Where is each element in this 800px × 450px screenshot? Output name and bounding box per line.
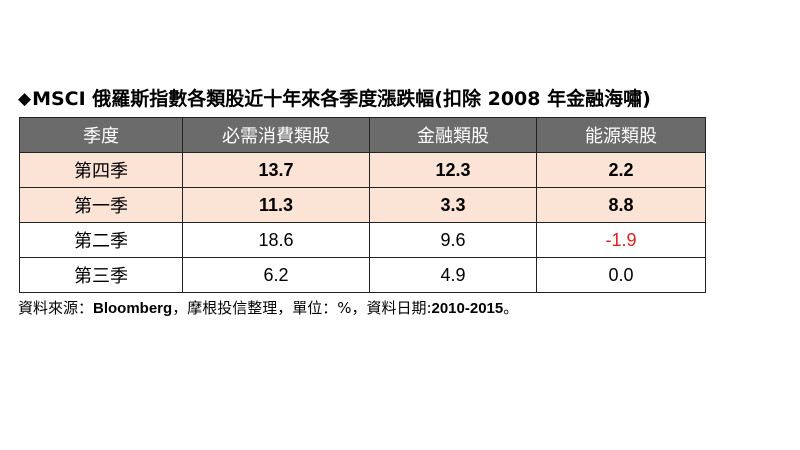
header-consumer-staples: 必需消費類股 (182, 117, 370, 153)
cell-energy: 8.8 (536, 187, 706, 223)
table-title: ◆ MSCI 俄羅斯指數各類股近十年來各季度漲跌幅(扣除 2008 年金融海嘯) (18, 86, 788, 112)
returns-table: 季度 必需消費類股 金融類股 能源類股 第四季 13.7 12.3 2.2 第一… (19, 117, 706, 293)
header-financials: 金融類股 (369, 117, 537, 153)
cell-financials: 3.3 (369, 187, 537, 223)
cell-consumer-staples: 6.2 (182, 257, 370, 293)
row-label: 第三季 (19, 257, 183, 293)
header-energy: 能源類股 (536, 117, 706, 153)
cell-consumer-staples: 13.7 (182, 152, 370, 188)
cell-financials: 4.9 (369, 257, 537, 293)
table-row-q2: 第二季 18.6 9.6 -1.9 (19, 222, 706, 258)
row-label: 第二季 (19, 222, 183, 258)
source-suffix: 。 (503, 299, 519, 317)
cell-financials: 12.3 (369, 152, 537, 188)
diamond-bullet-icon: ◆ (18, 89, 32, 109)
table-title-text: MSCI 俄羅斯指數各類股近十年來各季度漲跌幅(扣除 2008 年金融海嘯) (32, 88, 651, 110)
cell-consumer-staples: 18.6 (182, 222, 370, 258)
source-provider: Bloomberg (93, 300, 173, 317)
table-row-q3: 第三季 6.2 4.9 0.0 (19, 257, 706, 293)
table-row-q1: 第一季 11.3 3.3 8.8 (19, 187, 706, 223)
cell-consumer-staples: 11.3 (182, 187, 370, 223)
source-middle: ，摩根投信整理，單位：%，資料日期: (172, 299, 432, 317)
source-prefix: 資料來源： (18, 299, 94, 317)
source-note: 資料來源：Bloomberg，摩根投信整理，單位：%，資料日期:2010-201… (18, 298, 788, 319)
cell-financials: 9.6 (369, 222, 537, 258)
header-quarter: 季度 (19, 117, 183, 153)
row-label: 第四季 (19, 152, 183, 188)
cell-energy-negative: -1.9 (536, 222, 706, 258)
source-date-range: 2010-2015 (431, 300, 504, 317)
table-row-q4: 第四季 13.7 12.3 2.2 (19, 152, 706, 188)
cell-energy: 0.0 (536, 257, 706, 293)
cell-energy: 2.2 (536, 152, 706, 188)
table-header-row: 季度 必需消費類股 金融類股 能源類股 (19, 117, 706, 153)
row-label: 第一季 (19, 187, 183, 223)
